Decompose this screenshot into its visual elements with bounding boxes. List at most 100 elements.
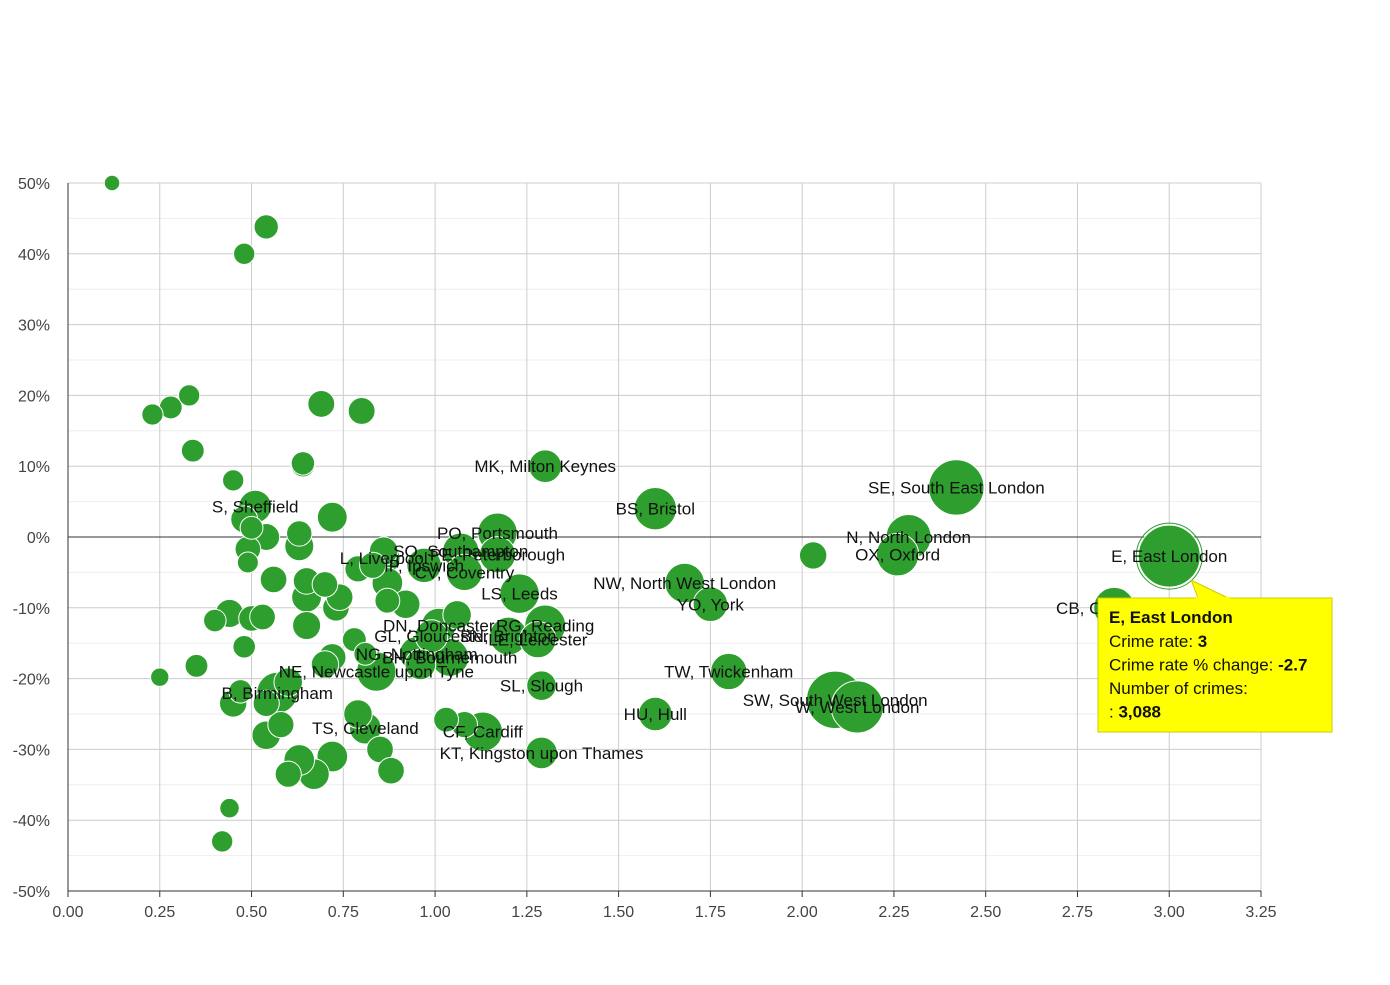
y-tick-label: 40% <box>18 247 50 264</box>
y-tick-label: -50% <box>13 884 50 901</box>
tooltip-title: E, East London <box>1109 608 1233 627</box>
tooltip-pointer-joint <box>1196 597 1230 600</box>
bubble-point[interactable] <box>222 469 245 492</box>
x-tick-label: 1.25 <box>511 904 542 921</box>
bubble-point[interactable] <box>442 600 472 630</box>
bubble-label: RG, Reading <box>496 617 594 636</box>
x-tick-label: 2.50 <box>970 904 1001 921</box>
bubble-point[interactable] <box>103 174 121 192</box>
bubble-point[interactable] <box>249 603 276 631</box>
tooltip-box <box>1097 597 1333 733</box>
bubble-label: CF, Cardiff <box>443 723 523 742</box>
bubble-point[interactable] <box>347 397 376 425</box>
bubble-point[interactable] <box>359 551 387 579</box>
y-tick-label: 10% <box>18 459 50 476</box>
bubble-point[interactable] <box>374 587 401 614</box>
bubble-point[interactable] <box>798 541 828 570</box>
bubble-point[interactable] <box>478 536 517 574</box>
bubble-point[interactable] <box>180 438 205 463</box>
bubble-point[interactable] <box>1137 524 1201 588</box>
bubble-point[interactable] <box>259 565 288 594</box>
bubble-point[interactable] <box>519 621 557 659</box>
bubble-point[interactable] <box>310 650 340 679</box>
bubble-label: GL, Gloucester <box>374 627 489 646</box>
bubble-point[interactable] <box>528 449 563 484</box>
bubble-point[interactable] <box>316 501 348 533</box>
bubble-point[interactable] <box>433 706 460 733</box>
tooltip-row: Crime rate % change: -2.7 <box>1109 656 1307 675</box>
bubble-point[interactable] <box>307 389 336 418</box>
tooltip-row: : 3,088 <box>1109 703 1161 722</box>
x-tick-label: 0.50 <box>236 904 267 921</box>
bubble-point[interactable] <box>236 551 259 574</box>
bubble-point[interactable] <box>525 736 558 770</box>
bubble-point[interactable] <box>928 459 985 516</box>
bubble-point[interactable] <box>353 641 378 666</box>
bubble-label: B, Birmingham <box>221 684 332 703</box>
bubble-point[interactable] <box>232 634 256 659</box>
bubble-label: SL, Slough <box>500 677 583 696</box>
bubble-label: YO, York <box>677 595 745 614</box>
bubble-point[interactable] <box>406 547 442 584</box>
bubble-point[interactable] <box>875 533 920 577</box>
x-tick-label: 2.75 <box>1062 904 1093 921</box>
bubble-point[interactable] <box>267 711 295 739</box>
bubble-point[interactable] <box>184 653 209 678</box>
bubble-point[interactable] <box>404 648 437 681</box>
bubble-point[interactable] <box>233 242 256 265</box>
bubble-label: LE, Leicester <box>488 631 588 650</box>
bubble-point[interactable] <box>633 487 677 531</box>
bubble-point[interactable] <box>830 680 884 734</box>
x-tick-label: 3.25 <box>1245 904 1276 921</box>
tooltip-row-label: Number of crimes: <box>1109 679 1248 698</box>
tooltip-row: Crime rate: 3 <box>1109 632 1207 651</box>
bubble-point[interactable] <box>710 652 748 691</box>
y-tick-label: 50% <box>18 176 50 193</box>
bubble-point[interactable] <box>273 667 304 697</box>
bubble-point[interactable] <box>343 699 373 729</box>
bubble-point[interactable] <box>228 679 253 704</box>
bubble-point[interactable] <box>638 696 673 732</box>
tooltip-pointer <box>1190 579 1229 599</box>
bubble-point[interactable] <box>253 214 279 240</box>
x-tick-label: 0.75 <box>328 904 359 921</box>
bubble-label: OX, Oxford <box>855 546 940 565</box>
tooltip-row-value: -2.7 <box>1278 656 1307 675</box>
bubble-label: W, West London <box>795 698 919 717</box>
bubble-point[interactable] <box>150 667 170 687</box>
bubble-label: LS, Leeds <box>481 585 558 604</box>
bubble-point[interactable] <box>286 520 313 547</box>
bubble-label: TW, Twickenham <box>664 663 793 682</box>
x-tick-label: 2.25 <box>878 904 909 921</box>
bubble-label: E, East London <box>1111 547 1227 566</box>
bubble-point[interactable] <box>252 689 280 717</box>
bubble-point[interactable] <box>664 562 705 604</box>
axes: 50% 40% 30% 20% 10% 0% -10% -20% -30% -40% -50%0.0… <box>13 176 1277 921</box>
bubble-point[interactable] <box>177 384 201 407</box>
bubble-point[interactable] <box>311 571 339 598</box>
bubble-label: BS, Bristol <box>616 500 695 519</box>
bubble-point[interactable] <box>141 403 164 426</box>
bubble-point[interactable] <box>290 451 316 476</box>
bubble-label: IP, Ipswich <box>384 556 464 575</box>
bubble-point[interactable] <box>211 830 234 853</box>
bubble-label: PO, Portsmouth <box>437 524 558 543</box>
y-tick-label: -10% <box>13 601 50 618</box>
bubble-label: NG, Nottingham <box>356 645 478 664</box>
bubble-point[interactable] <box>414 619 449 653</box>
bubble-point[interactable] <box>692 586 729 623</box>
bubble-point[interactable] <box>219 797 240 819</box>
y-tick-label: 30% <box>18 318 50 335</box>
bubble-point[interactable] <box>239 515 264 540</box>
bubble-point[interactable] <box>499 573 540 614</box>
x-tick-label: 1.50 <box>603 904 634 921</box>
bubble-label: SE, South East London <box>868 478 1045 497</box>
bubble-point[interactable] <box>526 670 557 701</box>
bubble-point[interactable] <box>274 760 302 788</box>
tooltip-row: Number of crimes: <box>1109 679 1248 698</box>
bubble-point[interactable] <box>445 553 484 592</box>
bubble-point[interactable] <box>203 608 227 633</box>
y-tick-label: 0% <box>27 530 50 547</box>
bubble-point[interactable] <box>292 610 322 641</box>
bubble-point[interactable] <box>377 756 405 785</box>
